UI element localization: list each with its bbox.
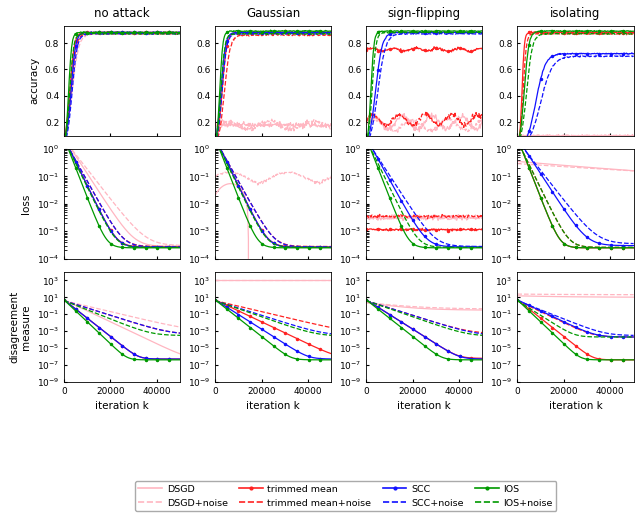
X-axis label: iteration k: iteration k bbox=[246, 401, 300, 411]
Y-axis label: accuracy: accuracy bbox=[29, 57, 39, 104]
Y-axis label: loss: loss bbox=[21, 194, 31, 214]
X-axis label: iteration k: iteration k bbox=[95, 401, 149, 411]
Title: sign-flipping: sign-flipping bbox=[388, 7, 461, 21]
Y-axis label: disagreement
measure: disagreement measure bbox=[10, 291, 31, 363]
X-axis label: iteration k: iteration k bbox=[548, 401, 602, 411]
Title: no attack: no attack bbox=[94, 7, 150, 21]
Title: isolating: isolating bbox=[550, 7, 601, 21]
Legend: DSGD, DSGD+noise, trimmed mean, trimmed mean+noise, SCC, SCC+noise, IOS, IOS+noi: DSGD, DSGD+noise, trimmed mean, trimmed … bbox=[134, 481, 557, 511]
Title: Gaussian: Gaussian bbox=[246, 7, 300, 21]
X-axis label: iteration k: iteration k bbox=[397, 401, 451, 411]
